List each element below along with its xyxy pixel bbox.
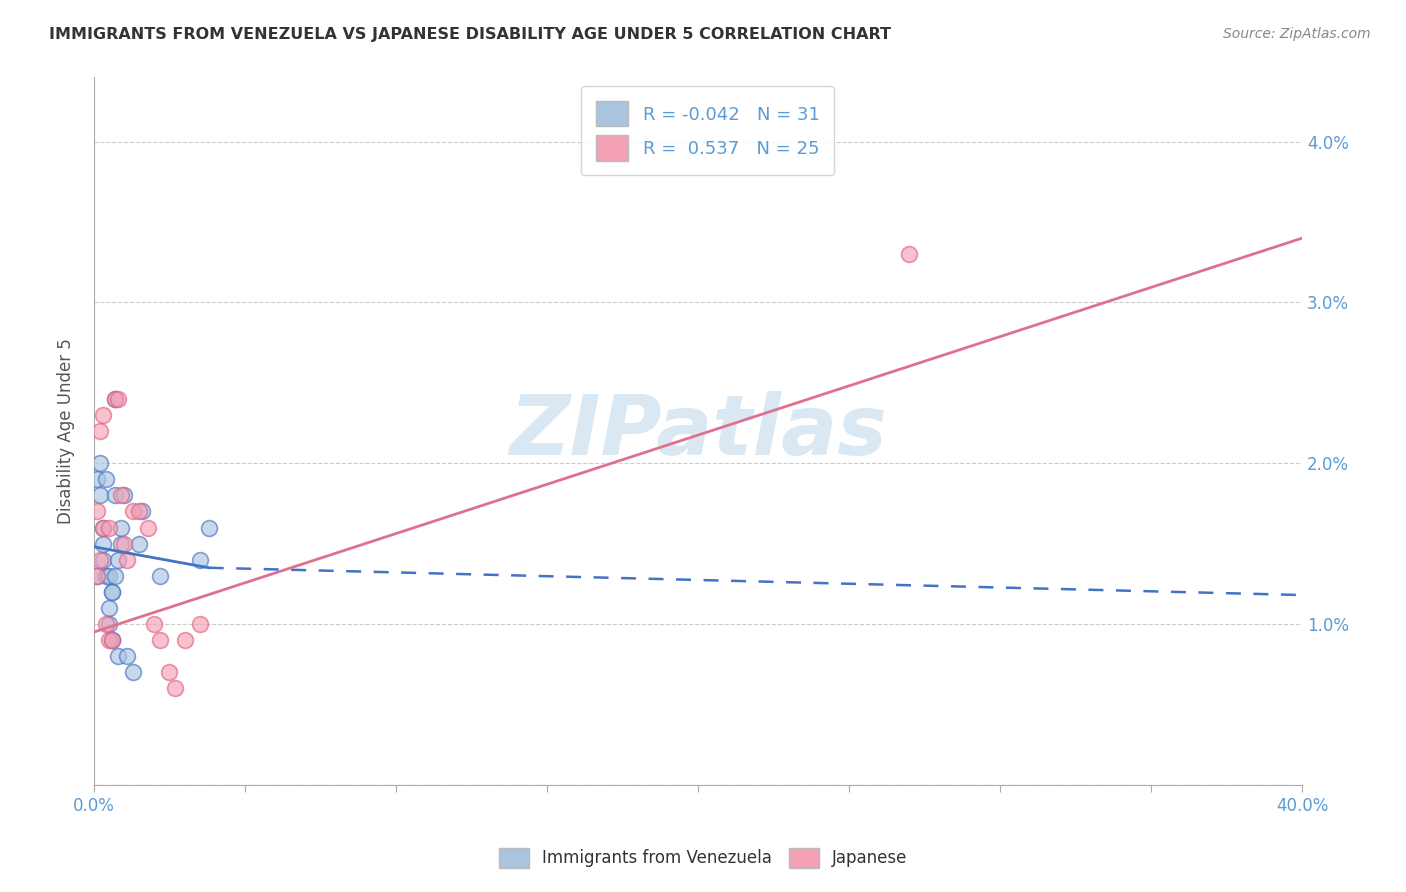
Point	[91, 536, 114, 550]
Point	[89, 456, 111, 470]
Text: ZIPatlas: ZIPatlas	[509, 391, 887, 472]
Point	[159, 665, 181, 680]
Y-axis label: Disability Age Under 5: Disability Age Under 5	[58, 338, 75, 524]
Point	[89, 552, 111, 566]
Point	[89, 424, 111, 438]
Point	[149, 568, 172, 582]
Legend: Immigrants from Venezuela, Japanese: Immigrants from Venezuela, Japanese	[492, 841, 914, 875]
Point	[110, 536, 132, 550]
Point	[104, 568, 127, 582]
Point	[115, 552, 138, 566]
Point	[91, 408, 114, 422]
Text: Source: ZipAtlas.com: Source: ZipAtlas.com	[1223, 27, 1371, 41]
Point	[91, 520, 114, 534]
Point	[98, 520, 121, 534]
Point	[112, 536, 135, 550]
Point	[122, 665, 145, 680]
Point	[94, 568, 117, 582]
Point	[128, 536, 150, 550]
Point	[107, 392, 129, 406]
Point	[149, 633, 172, 648]
Point	[94, 617, 117, 632]
Point	[173, 633, 195, 648]
Point	[188, 617, 211, 632]
Point	[98, 633, 121, 648]
Point	[104, 488, 127, 502]
Point	[122, 504, 145, 518]
Point	[98, 601, 121, 615]
Point	[110, 488, 132, 502]
Point	[89, 488, 111, 502]
Point	[104, 392, 127, 406]
Point	[91, 552, 114, 566]
Point	[104, 392, 127, 406]
Point	[136, 520, 159, 534]
Text: IMMIGRANTS FROM VENEZUELA VS JAPANESE DISABILITY AGE UNDER 5 CORRELATION CHART: IMMIGRANTS FROM VENEZUELA VS JAPANESE DI…	[49, 27, 891, 42]
Point	[101, 585, 124, 599]
Point	[101, 585, 124, 599]
Point	[131, 504, 153, 518]
Point	[86, 504, 108, 518]
Point	[188, 552, 211, 566]
Point	[115, 649, 138, 664]
Point	[101, 633, 124, 648]
Point	[143, 617, 166, 632]
Point	[86, 472, 108, 486]
Point	[86, 568, 108, 582]
Point	[107, 552, 129, 566]
Point	[101, 633, 124, 648]
Point	[197, 520, 219, 534]
Point	[165, 681, 187, 696]
Point	[898, 247, 921, 261]
Point	[86, 568, 108, 582]
Point	[107, 649, 129, 664]
Point	[91, 520, 114, 534]
Point	[110, 520, 132, 534]
Point	[94, 472, 117, 486]
Point	[128, 504, 150, 518]
Point	[112, 488, 135, 502]
Point	[98, 617, 121, 632]
Legend: R = -0.042   N = 31, R =  0.537   N = 25: R = -0.042 N = 31, R = 0.537 N = 25	[581, 87, 834, 176]
Point	[98, 568, 121, 582]
Point	[101, 633, 124, 648]
